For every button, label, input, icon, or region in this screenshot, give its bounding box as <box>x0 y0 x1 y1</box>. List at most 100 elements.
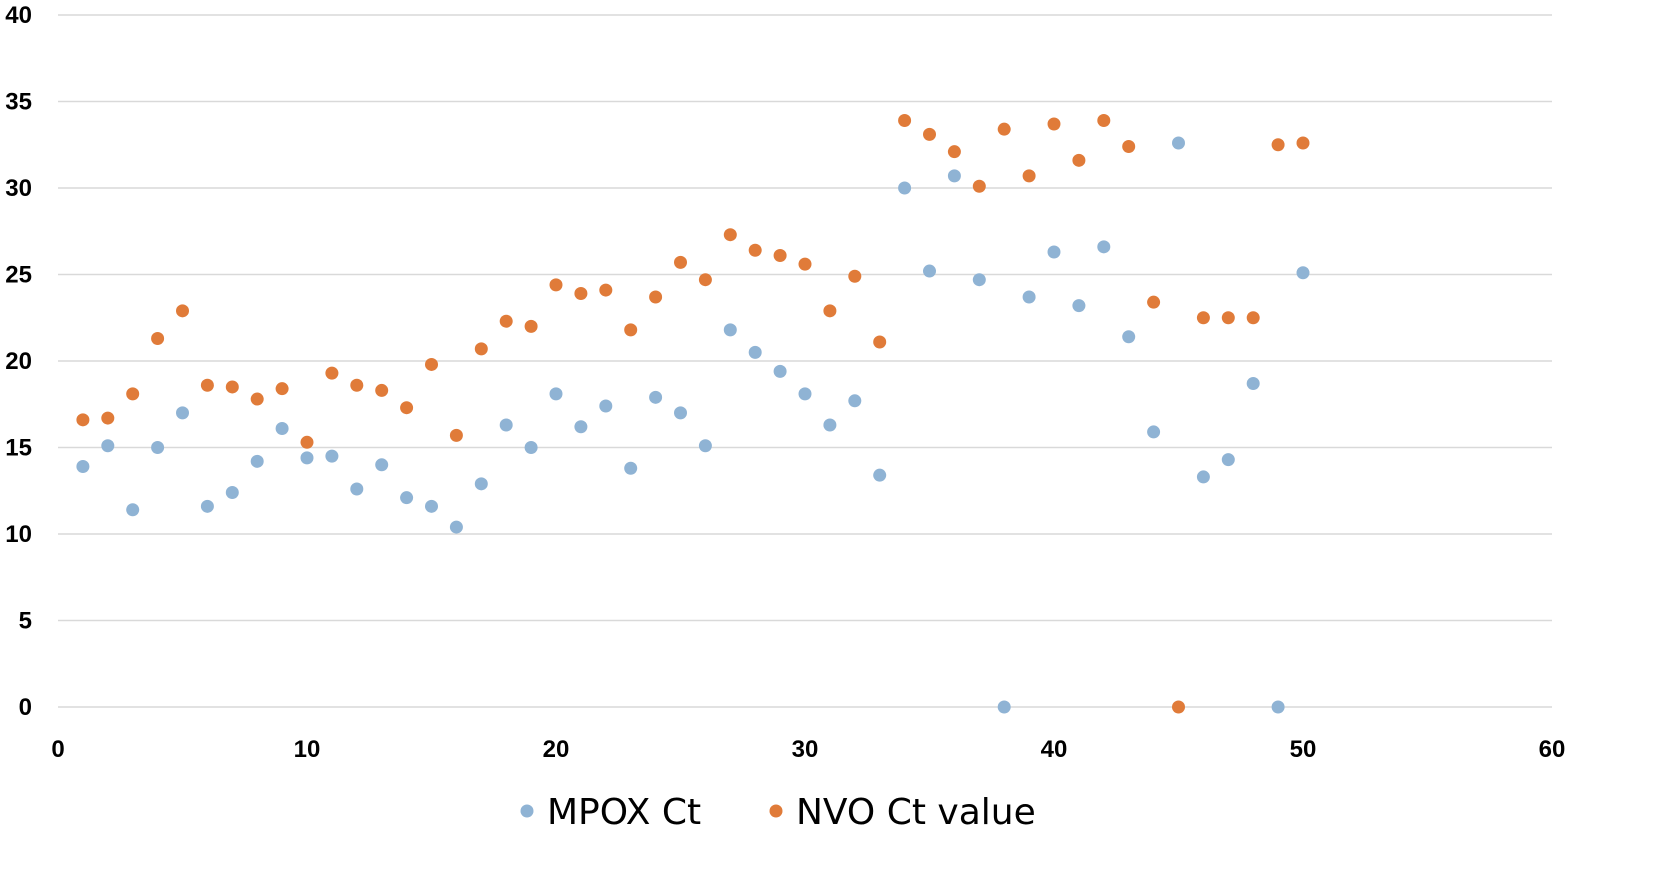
point-series-1 <box>798 387 812 401</box>
point-series-2 <box>375 383 389 397</box>
x-tick-label: 40 <box>1041 736 1068 763</box>
point-series-2 <box>151 332 165 346</box>
x-tick-label: 50 <box>1290 736 1317 763</box>
point-series-1 <box>1296 266 1310 280</box>
point-series-2 <box>1122 139 1136 153</box>
point-series-1 <box>400 491 414 505</box>
point-series-1 <box>200 499 214 513</box>
y-tick-label: 25 <box>5 262 32 289</box>
y-tick-label: 30 <box>5 175 32 202</box>
point-series-2 <box>449 428 463 442</box>
x-tick-label: 60 <box>1539 736 1566 763</box>
gridlines <box>58 14 1552 708</box>
point-series-1 <box>649 390 663 404</box>
point-series-2 <box>1296 136 1310 150</box>
point-series-1 <box>1047 245 1061 259</box>
point-series-1 <box>848 394 862 408</box>
y-tick-label: 35 <box>5 89 32 116</box>
point-series-1 <box>250 454 264 468</box>
point-series-2 <box>649 290 663 304</box>
point-series-2 <box>848 269 862 283</box>
point-series-1 <box>1271 700 1285 714</box>
point-series-2 <box>1172 700 1185 714</box>
point-series-2 <box>474 342 488 356</box>
point-series-2 <box>549 278 563 292</box>
point-series-2 <box>325 366 339 380</box>
point-series-2 <box>101 411 115 425</box>
point-series-2 <box>1147 295 1161 309</box>
point-series-1 <box>126 503 140 517</box>
point-series-2 <box>972 179 986 193</box>
point-series-1 <box>1072 299 1086 313</box>
point-series-2 <box>898 114 912 128</box>
point-series-2 <box>1022 169 1036 183</box>
point-series-1 <box>674 406 687 420</box>
point-series-1 <box>449 520 463 534</box>
data-points <box>76 114 1310 714</box>
y-tick-label: 10 <box>5 521 32 548</box>
legend-marker <box>520 804 534 818</box>
point-series-1 <box>1221 453 1235 467</box>
point-series-2 <box>275 382 289 396</box>
point-series-1 <box>1097 240 1111 254</box>
point-series-2 <box>798 257 812 271</box>
point-series-2 <box>425 357 438 371</box>
point-series-1 <box>350 482 364 496</box>
x-tick-label: 30 <box>792 736 819 763</box>
point-series-1 <box>1246 376 1260 390</box>
point-series-1 <box>1147 425 1161 439</box>
point-series-1 <box>176 406 189 420</box>
point-series-1 <box>76 460 90 474</box>
point-series-2 <box>1196 311 1210 325</box>
legend-label: MPOX Ct <box>547 792 701 833</box>
y-tick-label: 15 <box>5 435 32 462</box>
point-series-1 <box>923 264 936 278</box>
point-series-1 <box>898 181 912 195</box>
legend: MPOX Ct NVO Ct value <box>520 792 1036 833</box>
point-series-1 <box>624 461 638 475</box>
point-series-2 <box>873 335 887 349</box>
point-series-1 <box>1172 136 1185 150</box>
point-series-1 <box>1022 290 1036 304</box>
point-series-2 <box>1246 311 1260 325</box>
point-series-1 <box>723 323 737 337</box>
point-series-2 <box>723 228 737 242</box>
point-series-2 <box>524 319 538 333</box>
point-series-1 <box>599 399 613 413</box>
point-series-1 <box>474 477 488 491</box>
x-tick-label: 20 <box>543 736 570 763</box>
legend-label: NVO Ct value <box>796 792 1036 833</box>
point-series-2 <box>698 273 712 287</box>
point-series-2 <box>1072 153 1086 167</box>
point-series-1 <box>574 420 588 434</box>
point-series-1 <box>375 458 389 472</box>
point-series-2 <box>1047 117 1061 131</box>
point-series-2 <box>126 387 140 401</box>
point-series-2 <box>599 283 613 297</box>
point-series-1 <box>151 441 165 454</box>
y-tick-label: 5 <box>19 608 32 635</box>
point-series-1 <box>773 364 787 378</box>
point-series-2 <box>923 127 936 141</box>
point-series-1 <box>823 418 837 432</box>
point-series-1 <box>524 441 538 454</box>
point-series-1 <box>947 169 961 183</box>
point-series-2 <box>748 243 762 257</box>
x-tick-label: 10 <box>294 736 321 763</box>
y-tick-label: 40 <box>5 2 32 29</box>
point-series-2 <box>823 304 837 318</box>
point-series-2 <box>947 145 961 159</box>
point-series-1 <box>748 345 762 359</box>
point-series-1 <box>1122 330 1136 344</box>
point-series-2 <box>997 122 1011 136</box>
point-series-2 <box>400 401 414 415</box>
x-axis-ticks: 0 10 20 30 40 50 60 <box>51 736 1565 763</box>
point-series-1 <box>325 449 339 463</box>
point-series-1 <box>499 418 513 432</box>
point-series-1 <box>300 451 314 465</box>
point-series-2 <box>225 380 239 394</box>
point-series-2 <box>76 413 90 427</box>
point-series-2 <box>773 248 787 262</box>
point-series-2 <box>1221 311 1235 325</box>
